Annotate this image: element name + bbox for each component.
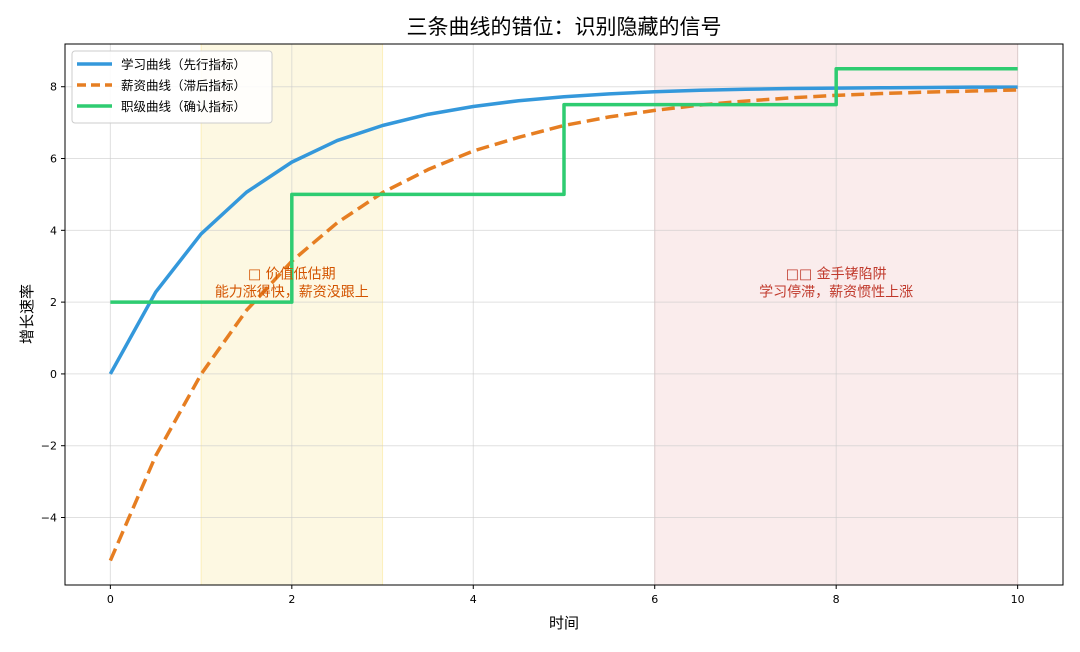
x-tick-label: 0 [107,593,114,606]
series-line-1 [108,88,1018,562]
x-axis-label: 时间 [549,614,579,632]
y-tick-label: 8 [50,81,57,94]
ticks: 0 2 4 6 8 10 −4 −2 0 2 4 6 8 [41,81,1025,606]
x-tick-label: 6 [651,593,658,606]
chart-title: 三条曲线的错位：识别隐藏的信号 [407,15,722,39]
y-tick-label: −2 [41,440,57,453]
y-tick-label: 4 [50,224,57,237]
series-lines [108,67,1018,562]
x-tick-label: 10 [1011,593,1025,606]
region-label-desc: 能力涨得快，薪资没跟上 [215,283,369,300]
series-line-0 [108,85,1018,375]
legend-label-1: 薪资曲线（滞后指标） [121,78,246,93]
y-axis-label: 增长速率 [18,284,36,344]
legend: 学习曲线（先行指标） 薪资曲线（滞后指标） 职级曲线（确认指标） [71,50,273,124]
region-label-title: □ 价值低估期 [248,266,336,282]
x-tick-label: 2 [288,593,295,606]
legend-label-0: 学习曲线（先行指标） [121,57,246,72]
legend-box [71,50,273,124]
region-label-title: □□ 金手铐陷阱 [786,266,887,282]
y-tick-label: −4 [41,512,57,525]
y-tick-label: 2 [50,296,57,309]
shaded-regions [200,43,1019,586]
region-label-desc: 学习停滞，薪资惯性上涨 [759,283,913,300]
legend-label-2: 职级曲线（确认指标） [121,99,246,114]
x-tick-label: 4 [470,593,477,606]
plot-frame [64,43,1064,586]
series-line-2 [110,67,1018,304]
x-tick-label: 8 [833,593,840,606]
y-tick-label: 6 [50,153,57,166]
y-tick-label: 0 [50,368,57,381]
